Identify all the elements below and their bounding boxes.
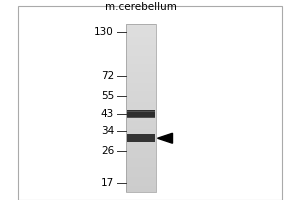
Bar [126, 57, 156, 60]
Bar [126, 177, 156, 179]
Bar [126, 122, 156, 125]
Bar [126, 87, 156, 89]
Bar [126, 169, 156, 171]
Bar [126, 78, 156, 81]
Bar [126, 129, 156, 131]
Bar [126, 118, 156, 121]
Bar [126, 148, 156, 150]
Bar [126, 62, 156, 64]
Bar [126, 167, 156, 169]
Bar [126, 150, 156, 152]
Bar [126, 51, 156, 53]
Bar [126, 36, 156, 39]
Bar [126, 190, 156, 192]
Bar [126, 125, 156, 127]
Text: 17: 17 [101, 178, 114, 188]
Bar [126, 45, 156, 47]
Bar [126, 120, 156, 123]
Text: 72: 72 [101, 71, 114, 81]
Bar [126, 76, 156, 79]
Text: 34: 34 [101, 126, 114, 136]
Bar [126, 127, 156, 129]
Bar [126, 47, 156, 49]
Bar [126, 106, 156, 108]
Bar [126, 175, 156, 177]
Bar [126, 186, 156, 188]
Bar [126, 139, 156, 142]
Bar [126, 53, 156, 55]
Bar [126, 104, 156, 106]
Bar [126, 152, 156, 154]
Bar [126, 144, 156, 146]
Bar [126, 32, 156, 34]
Bar [126, 91, 156, 93]
Bar [126, 93, 156, 95]
Bar [126, 112, 156, 114]
Text: m.cerebellum: m.cerebellum [105, 2, 177, 12]
Bar [126, 141, 156, 144]
Bar [126, 41, 156, 43]
Bar [126, 38, 156, 41]
Bar [126, 70, 156, 72]
Bar [126, 164, 156, 167]
Text: 55: 55 [101, 91, 114, 101]
Bar [127, 111, 155, 112]
Bar [126, 55, 156, 58]
Bar [126, 181, 156, 184]
Bar [126, 156, 156, 158]
Bar [126, 183, 156, 186]
Bar [126, 160, 156, 163]
Bar [126, 188, 156, 190]
Bar [126, 137, 156, 140]
Bar [126, 116, 156, 118]
Bar [126, 30, 156, 32]
Bar [126, 28, 156, 30]
Bar [126, 85, 156, 87]
Bar [126, 135, 156, 137]
Bar [127, 117, 155, 118]
Bar [126, 110, 156, 112]
Bar [126, 68, 156, 70]
Bar [126, 24, 156, 192]
Bar [126, 171, 156, 173]
Bar [126, 97, 156, 100]
Bar [126, 154, 156, 156]
Bar [126, 102, 156, 104]
Bar [126, 133, 156, 135]
Bar [126, 49, 156, 51]
Bar [126, 74, 156, 76]
Bar [126, 80, 156, 83]
Bar [126, 43, 156, 45]
Bar [126, 89, 156, 91]
Bar [18, 6, 282, 200]
Bar [126, 108, 156, 110]
Bar [126, 83, 156, 85]
Bar [126, 179, 156, 182]
Bar [126, 162, 156, 165]
Bar [126, 26, 156, 28]
Bar [127, 110, 155, 118]
Bar [126, 95, 156, 98]
Bar [126, 131, 156, 133]
Bar [126, 173, 156, 175]
Text: 130: 130 [94, 27, 114, 37]
Bar [126, 114, 156, 116]
Bar [126, 146, 156, 148]
Bar [126, 64, 156, 66]
Bar [126, 60, 156, 62]
Bar [127, 134, 155, 142]
Bar [126, 158, 156, 160]
Bar [126, 24, 156, 26]
Bar [126, 99, 156, 102]
Bar [126, 72, 156, 74]
Text: 43: 43 [101, 109, 114, 119]
Bar [126, 34, 156, 37]
Polygon shape [158, 133, 172, 143]
Text: 26: 26 [101, 146, 114, 156]
Bar [126, 66, 156, 68]
